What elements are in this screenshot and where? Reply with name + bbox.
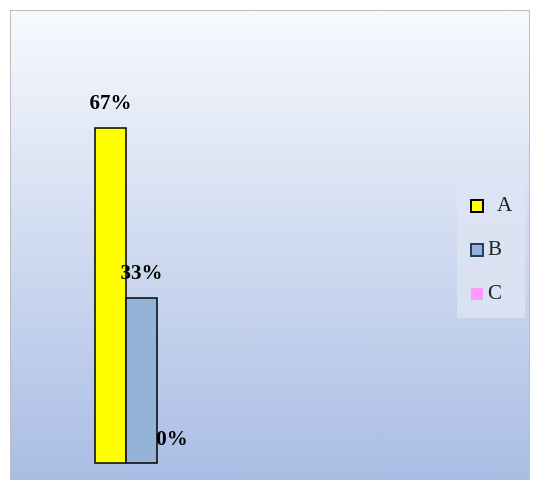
data-label: 0% — [156, 426, 188, 450]
chart-frame — [10, 10, 530, 480]
legend-label: C — [488, 280, 502, 304]
legend-label: B — [488, 236, 502, 260]
data-label: 67% — [90, 90, 132, 114]
bar — [125, 297, 158, 464]
legend-box — [457, 185, 525, 318]
data-label: 33% — [121, 260, 163, 284]
legend-swatch — [470, 243, 484, 257]
legend-swatch — [470, 199, 484, 213]
bar — [94, 127, 127, 464]
legend-label: A — [497, 192, 513, 216]
legend-swatch — [471, 288, 483, 300]
